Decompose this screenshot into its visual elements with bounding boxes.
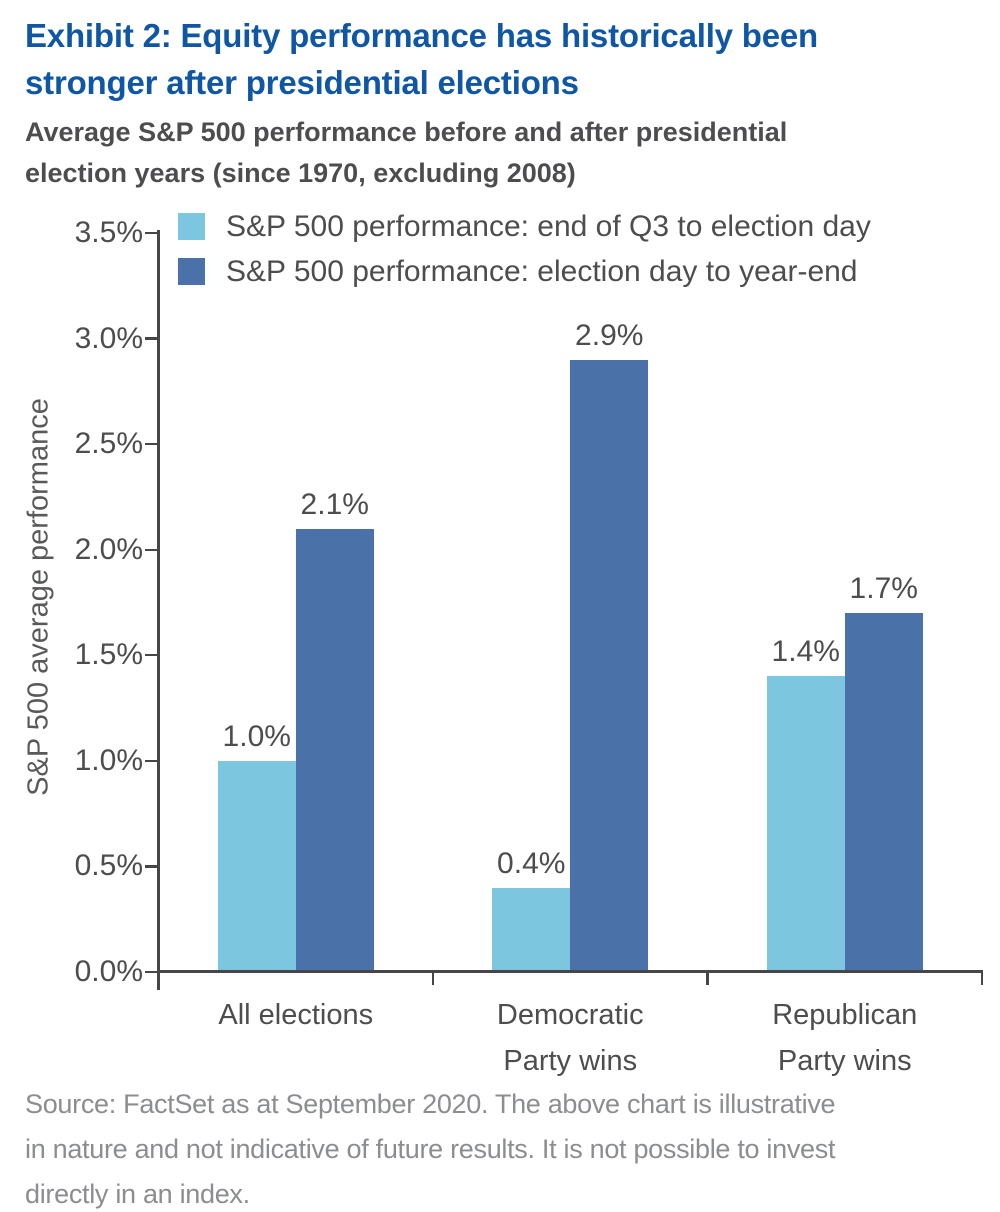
y-tick-mark	[145, 654, 159, 657]
bar-pre-election	[217, 760, 296, 972]
y-tick-label: 3.5%	[74, 216, 143, 249]
x-category-label: Republican Party wins	[772, 999, 918, 1077]
bar-value-label: 0.4%	[497, 846, 566, 880]
bar-value-label: 2.9%	[575, 318, 644, 352]
bar-post-election	[295, 528, 374, 972]
y-tick-mark	[145, 442, 159, 446]
y-tick-mark	[145, 865, 159, 868]
y-tick-label: 2.0%	[74, 532, 143, 566]
bar-post-election	[570, 359, 649, 972]
legend-label: S&P 500 performance: election day to yea…	[226, 255, 858, 288]
bar-value-label: 1.4%	[771, 635, 840, 669]
y-tick-mark	[145, 337, 159, 340]
y-tick-label: 0.5%	[74, 849, 143, 883]
x-tick-mark	[706, 972, 709, 985]
y-tick-label: 3.0%	[74, 321, 143, 355]
y-axis-line	[157, 230, 160, 990]
y-tick-mark	[145, 759, 159, 763]
x-tick-mark	[431, 972, 435, 985]
y-tick-mark	[145, 548, 159, 551]
bar-value-label: 1.7%	[849, 572, 918, 606]
bar-value-label: 1.0%	[222, 719, 291, 753]
bar-pre-election	[766, 676, 845, 972]
x-tick-mark	[980, 972, 984, 985]
legend-swatch	[178, 213, 205, 240]
y-tick-label: 1.0%	[74, 743, 143, 777]
x-category-label: All elections	[218, 999, 374, 1031]
y-tick-label: 0.0%	[74, 955, 143, 988]
bar-post-election	[844, 613, 923, 972]
y-tick-mark	[145, 970, 159, 974]
y-tick-label: 2.5%	[74, 427, 143, 461]
chart-subtitle: Average S&P 500 performance before and a…	[25, 117, 788, 188]
y-tick-mark	[145, 231, 159, 235]
x-category-label: Democratic Party wins	[496, 999, 644, 1077]
exhibit-title: Exhibit 2: Equity performance has histor…	[25, 17, 819, 101]
source-note: Source: FactSet as at September 2020. Th…	[25, 1089, 836, 1209]
bar-pre-election	[492, 887, 571, 972]
y-tick-label: 1.5%	[74, 638, 143, 672]
legend-label: S&P 500 performance: end of Q3 to electi…	[226, 210, 871, 243]
bar-value-label: 2.1%	[300, 487, 369, 521]
x-axis-line	[157, 970, 984, 973]
legend-swatch	[178, 258, 205, 285]
